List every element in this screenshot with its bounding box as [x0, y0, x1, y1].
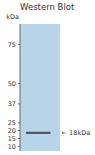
svg-text:10: 10 [8, 143, 16, 151]
svg-text:25: 25 [8, 119, 16, 127]
svg-text:75: 75 [8, 41, 16, 49]
svg-text:← 18kDa: ← 18kDa [62, 129, 87, 137]
html-text:Western Blot: Western Blot [20, 2, 75, 12]
svg-text:20: 20 [8, 127, 16, 135]
html-text:kDa: kDa [6, 13, 19, 21]
svg-text:37: 37 [8, 100, 16, 108]
svg-text:50: 50 [8, 80, 16, 88]
svg-text:15: 15 [8, 135, 16, 143]
